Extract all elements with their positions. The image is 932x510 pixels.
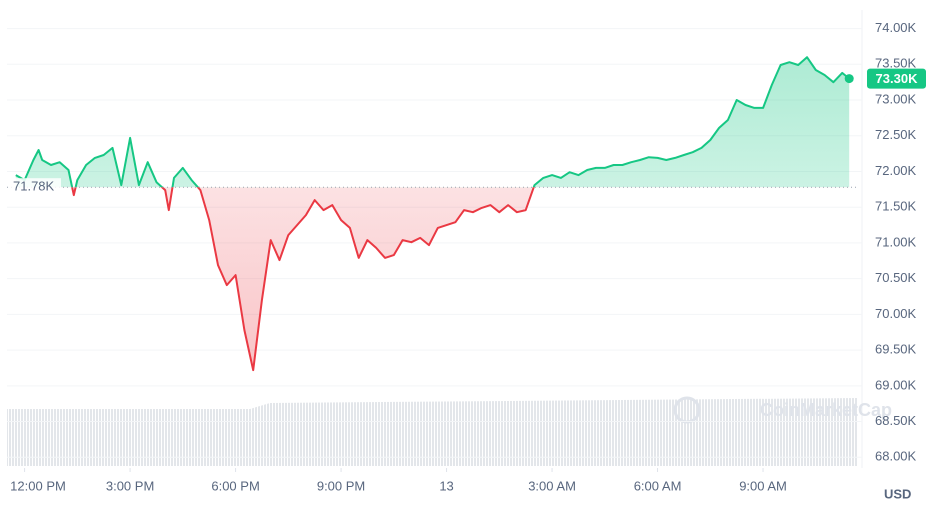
y-tick-label: 70.00K: [875, 306, 917, 321]
x-tick-label: 13: [439, 478, 453, 493]
y-tick-label: 71.00K: [875, 234, 917, 249]
x-tick-label: 9:00 PM: [317, 478, 365, 493]
watermark: CoinMarketCap: [760, 400, 892, 420]
x-tick-label: 9:00 AM: [739, 478, 787, 493]
y-tick-label: 74.00K: [875, 20, 917, 35]
y-tick-label: 69.50K: [875, 342, 917, 357]
baseline-label: 71.78K: [13, 179, 55, 194]
y-tick-label: 72.50K: [875, 127, 917, 142]
y-tick-label: 68.50K: [875, 413, 917, 428]
y-tick-label: 69.00K: [875, 377, 917, 392]
x-tick-label: 3:00 AM: [528, 478, 576, 493]
plot: 68.00K 68.50K 69.00K 69.50K 70.00K 70.50K 71.0…: [7, 20, 926, 493]
y-tick-label: 71.50K: [875, 199, 917, 214]
y-tick-label: 73.00K: [875, 91, 917, 106]
x-tick-label: 6:00 PM: [211, 478, 259, 493]
x-tick-label: 12:00 PM: [10, 478, 66, 493]
y-tick-label: 72.00K: [875, 163, 917, 178]
x-tick-label: 3:00 PM: [106, 478, 154, 493]
area-down: [72, 187, 534, 371]
y-tick-label: 70.50K: [875, 270, 917, 285]
line-down: [71, 187, 535, 372]
x-tick-label: 6:00 AM: [634, 478, 682, 493]
baseline-label-bg: [9, 178, 61, 197]
currency-label: USD: [884, 486, 911, 501]
last-point: [844, 74, 854, 84]
line-up: [15, 56, 850, 188]
price-badge-label: 73.30K: [876, 71, 919, 86]
y-tick-label: 68.00K: [875, 449, 917, 464]
price-badge: [867, 68, 926, 89]
y-tick-label: 73.50K: [875, 56, 917, 71]
volume-bars: [7, 398, 858, 466]
area-up: [15, 57, 850, 188]
